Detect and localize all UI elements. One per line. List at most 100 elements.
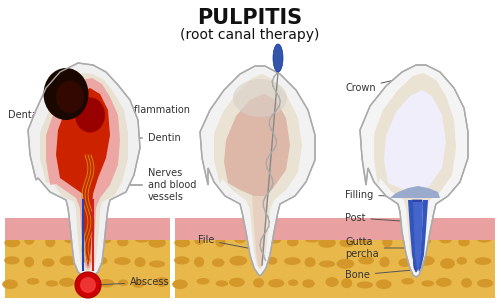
Ellipse shape: [477, 279, 494, 288]
Ellipse shape: [302, 279, 315, 288]
Text: Nerves
and blood
vessels: Nerves and blood vessels: [96, 168, 196, 201]
Ellipse shape: [59, 278, 75, 287]
Ellipse shape: [134, 236, 150, 243]
Ellipse shape: [46, 280, 58, 287]
Text: PULPITIS: PULPITIS: [198, 8, 302, 28]
Ellipse shape: [78, 237, 92, 245]
Polygon shape: [214, 74, 302, 270]
Ellipse shape: [56, 81, 84, 113]
Polygon shape: [408, 200, 418, 272]
Ellipse shape: [2, 279, 18, 289]
Ellipse shape: [284, 257, 300, 265]
Ellipse shape: [132, 279, 145, 288]
Ellipse shape: [341, 278, 352, 288]
Ellipse shape: [194, 235, 204, 245]
Ellipse shape: [380, 257, 390, 267]
Ellipse shape: [75, 98, 105, 132]
Text: Post: Post: [345, 213, 414, 223]
Ellipse shape: [233, 79, 287, 117]
Ellipse shape: [82, 258, 96, 269]
Ellipse shape: [229, 278, 245, 287]
Ellipse shape: [174, 256, 190, 265]
Ellipse shape: [326, 277, 339, 287]
Ellipse shape: [436, 278, 452, 287]
Ellipse shape: [252, 258, 266, 269]
Ellipse shape: [149, 261, 165, 268]
Ellipse shape: [461, 278, 472, 288]
Polygon shape: [46, 78, 120, 270]
Bar: [5, 218, 170, 240]
Ellipse shape: [248, 237, 262, 245]
Ellipse shape: [402, 236, 414, 243]
Ellipse shape: [422, 280, 434, 287]
Ellipse shape: [474, 257, 492, 265]
Ellipse shape: [356, 281, 373, 288]
Text: Gutta
percha: Gutta percha: [345, 237, 417, 259]
Polygon shape: [252, 196, 268, 268]
Text: Filling: Filling: [345, 190, 420, 200]
Ellipse shape: [456, 257, 467, 265]
Polygon shape: [374, 73, 456, 270]
Text: Dentin: Dentin: [119, 133, 181, 143]
Ellipse shape: [156, 277, 169, 287]
Ellipse shape: [273, 44, 283, 72]
Polygon shape: [56, 88, 110, 267]
Ellipse shape: [319, 261, 335, 268]
Ellipse shape: [304, 236, 320, 243]
Polygon shape: [418, 200, 428, 272]
Polygon shape: [224, 94, 290, 196]
Ellipse shape: [440, 236, 452, 244]
Ellipse shape: [114, 257, 130, 265]
Text: Inflammation: Inflammation: [99, 105, 190, 115]
Ellipse shape: [194, 257, 204, 267]
Polygon shape: [390, 186, 440, 198]
Ellipse shape: [288, 279, 298, 286]
Ellipse shape: [44, 68, 88, 120]
Ellipse shape: [476, 236, 492, 243]
Circle shape: [80, 277, 96, 293]
Polygon shape: [40, 73, 128, 273]
Polygon shape: [28, 63, 140, 278]
Ellipse shape: [269, 236, 281, 244]
Ellipse shape: [24, 235, 34, 245]
Ellipse shape: [64, 236, 76, 243]
Ellipse shape: [4, 256, 20, 265]
Polygon shape: [200, 66, 315, 276]
Ellipse shape: [174, 238, 190, 247]
Text: File: File: [198, 235, 256, 249]
Ellipse shape: [134, 257, 145, 267]
Polygon shape: [360, 65, 468, 277]
Ellipse shape: [304, 257, 316, 267]
Ellipse shape: [458, 238, 470, 246]
Ellipse shape: [418, 237, 431, 245]
Ellipse shape: [117, 238, 128, 246]
Ellipse shape: [212, 258, 224, 267]
Bar: [340, 235, 495, 298]
Ellipse shape: [253, 278, 264, 288]
Bar: [175, 218, 340, 240]
Ellipse shape: [230, 256, 247, 266]
Ellipse shape: [215, 236, 226, 247]
Ellipse shape: [340, 238, 355, 247]
Polygon shape: [384, 90, 446, 194]
Ellipse shape: [118, 279, 128, 286]
Ellipse shape: [267, 257, 278, 265]
Text: Crown: Crown: [345, 79, 401, 93]
Ellipse shape: [4, 238, 20, 247]
Ellipse shape: [398, 258, 411, 267]
Ellipse shape: [26, 278, 40, 285]
Ellipse shape: [234, 236, 246, 243]
Ellipse shape: [97, 257, 108, 265]
Bar: [175, 235, 340, 298]
Polygon shape: [412, 200, 422, 272]
Ellipse shape: [172, 279, 188, 289]
Ellipse shape: [318, 238, 336, 248]
Ellipse shape: [148, 238, 166, 248]
Ellipse shape: [216, 280, 228, 287]
Circle shape: [75, 272, 101, 298]
Ellipse shape: [268, 279, 284, 288]
Ellipse shape: [360, 235, 370, 245]
Ellipse shape: [336, 259, 354, 269]
Ellipse shape: [60, 256, 77, 266]
Ellipse shape: [45, 236, 56, 247]
